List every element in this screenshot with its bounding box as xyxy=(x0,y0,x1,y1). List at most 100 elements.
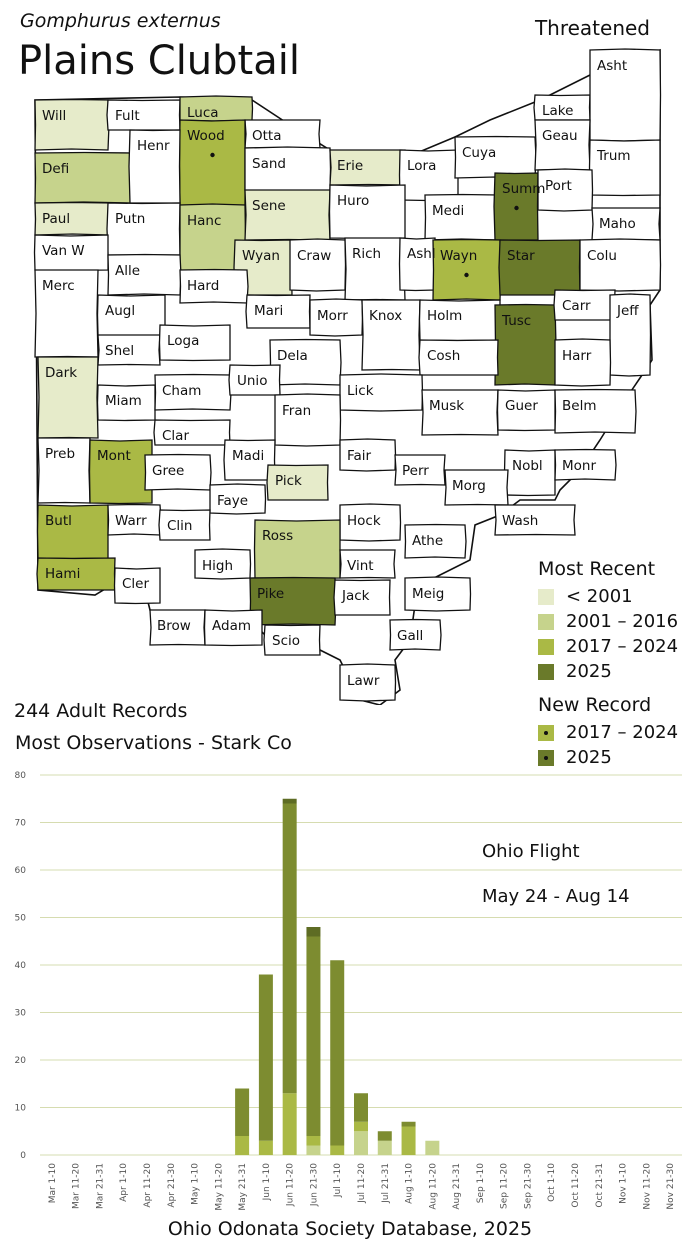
y-tick-60: 60 xyxy=(15,866,27,876)
status-label: Threatened xyxy=(534,16,650,40)
county-label-harr: Harr xyxy=(562,348,592,364)
county-morr xyxy=(309,298,364,337)
county-dark xyxy=(37,356,99,439)
bar-aug-11-20-s0 xyxy=(425,1140,440,1155)
county-label-jack: Jack xyxy=(341,588,370,604)
x-tick-sep-11-20: Sep 11-20 xyxy=(500,1163,510,1209)
county-athe xyxy=(404,523,467,559)
county-label-gall: Gall xyxy=(397,628,423,644)
bar-jun-21-30-s2 xyxy=(306,936,321,1136)
x-tick-may-1-10: May 1-10 xyxy=(191,1163,201,1205)
county-label-guer: Guer xyxy=(505,398,538,414)
county-label-colu: Colu xyxy=(587,248,617,264)
y-tick-20: 20 xyxy=(15,1056,27,1066)
county-label-asht: Asht xyxy=(597,58,627,74)
county-label-vint: Vint xyxy=(347,558,374,574)
county-label-maho: Maho xyxy=(599,216,636,232)
x-tick-apr-1-10: Apr 1-10 xyxy=(119,1163,129,1202)
county-label-butl: Butl xyxy=(45,513,72,529)
legend-recent-label-1: 2001 – 2016 xyxy=(566,611,679,632)
county-label-geau: Geau xyxy=(542,128,578,144)
x-tick-jul-1-10: Jul 1-10 xyxy=(333,1163,343,1198)
county-lawr xyxy=(339,663,397,702)
scientific-name: Gomphurus externus xyxy=(20,10,221,32)
county-monr xyxy=(554,448,617,481)
legend-recent-label-2: 2017 – 2024 xyxy=(566,636,679,657)
county-label-hock: Hock xyxy=(347,513,381,529)
x-tick-jun-11-20: Jun 11-20 xyxy=(286,1163,296,1207)
county-label-cler: Cler xyxy=(122,576,149,592)
county-craw xyxy=(289,238,347,292)
legend-new-record-title: New Record xyxy=(538,694,652,716)
legend-recent-2: 2017 – 2024 xyxy=(538,634,678,659)
x-tick-sep-1-10: Sep 1-10 xyxy=(476,1163,486,1204)
county-label-port: Port xyxy=(545,178,572,194)
county-label-lake: Lake xyxy=(542,103,573,119)
bar-jul-1-10-s1 xyxy=(330,1145,345,1155)
county-label-gree: Gree xyxy=(152,463,184,479)
y-tick-70: 70 xyxy=(15,819,27,829)
flight-dates: May 24 - Aug 14 xyxy=(482,886,630,907)
county-label-ashl: Ashl xyxy=(407,246,436,262)
x-tick-jul-21-31: Jul 21-31 xyxy=(381,1163,391,1204)
legend-new-1: 2025 xyxy=(538,745,678,770)
bar-jul-21-31-s2 xyxy=(377,1131,392,1141)
county-label-preb: Preb xyxy=(45,446,75,462)
county-label-knox: Knox xyxy=(369,308,402,324)
county-colu xyxy=(579,238,662,292)
x-tick-may-21-31: May 21-31 xyxy=(238,1163,248,1211)
county-label-athe: Athe xyxy=(412,533,443,549)
county-label-fran: Fran xyxy=(282,403,311,419)
county-faye xyxy=(209,483,267,515)
new-record-dot-summ xyxy=(514,205,519,211)
flight-chart: 0 10 20 30 40 50 60 70 80 Mar 1-10 Mar 11-20 Mar 21… xyxy=(15,771,682,1211)
county-gall xyxy=(389,618,442,651)
county-label-summ: Summ xyxy=(502,181,545,197)
county-label-clar: Clar xyxy=(162,428,189,444)
county-map: Will Fult Luca Otta Wood Defi Henr Sand Erie Lora… xyxy=(33,48,662,705)
bar-aug-1-10-s1 xyxy=(401,1126,416,1155)
county-label-tusc: Tusc xyxy=(501,313,531,329)
county-label-cuya: Cuya xyxy=(462,145,496,161)
x-tick-jun-1-10: Jun 1-10 xyxy=(262,1163,272,1202)
bar-jun-21-30-s1 xyxy=(306,1136,321,1146)
new-record-dot-wayn xyxy=(464,272,469,278)
legend-recent-0: < 2001 xyxy=(538,584,678,609)
x-tick-aug-1-10: Aug 1-10 xyxy=(405,1163,415,1204)
county-label-holm: Holm xyxy=(427,308,462,324)
county-perr xyxy=(394,454,446,486)
county-label-wood: Wood xyxy=(187,128,225,144)
legend-new-label-1: 2025 xyxy=(566,747,612,768)
county-label-loga: Loga xyxy=(167,333,199,349)
bar-jul-11-20-s0 xyxy=(354,1131,368,1155)
footer-source: Ohio Odonata Society Database, 2025 xyxy=(167,1218,533,1240)
county-clin xyxy=(158,509,211,541)
y-tick-10: 10 xyxy=(15,1104,27,1114)
county-label-miam: Miam xyxy=(105,393,142,409)
x-tick-aug-21-31: Aug 21-31 xyxy=(452,1163,462,1210)
county-label-pike: Pike xyxy=(257,586,284,602)
county-label-henr: Henr xyxy=(137,138,170,154)
legend-recent-3: 2025 xyxy=(538,659,678,684)
y-tick-40: 40 xyxy=(15,961,27,971)
bar-jul-21-31-s0 xyxy=(377,1140,392,1155)
county-label-madi: Madi xyxy=(232,448,264,464)
county-fair xyxy=(339,438,397,472)
county-adam xyxy=(203,609,263,647)
bar-may-21-31-s1 xyxy=(235,1136,250,1155)
county-shel xyxy=(97,334,161,366)
county-label-clin: Clin xyxy=(167,518,192,534)
county-fran xyxy=(274,393,342,447)
county-label-belm: Belm xyxy=(562,398,596,414)
county-label-huro: Huro xyxy=(337,193,369,209)
x-tick-jun-21-30: Jun 21-30 xyxy=(309,1163,319,1207)
county-label-paul: Paul xyxy=(42,211,70,227)
county-label-shel: Shel xyxy=(105,343,134,359)
most-observations: Most Observations - Stark Co xyxy=(15,732,292,754)
x-tick-jul-11-20: Jul 11-20 xyxy=(357,1163,367,1204)
county-label-cosh: Cosh xyxy=(427,348,460,364)
county-cham xyxy=(154,373,232,411)
county-musk xyxy=(421,389,499,436)
map-legend: Most Recent < 2001 2001 – 2016 2017 – 2024… xyxy=(538,558,678,770)
county-label-cham: Cham xyxy=(162,383,201,399)
